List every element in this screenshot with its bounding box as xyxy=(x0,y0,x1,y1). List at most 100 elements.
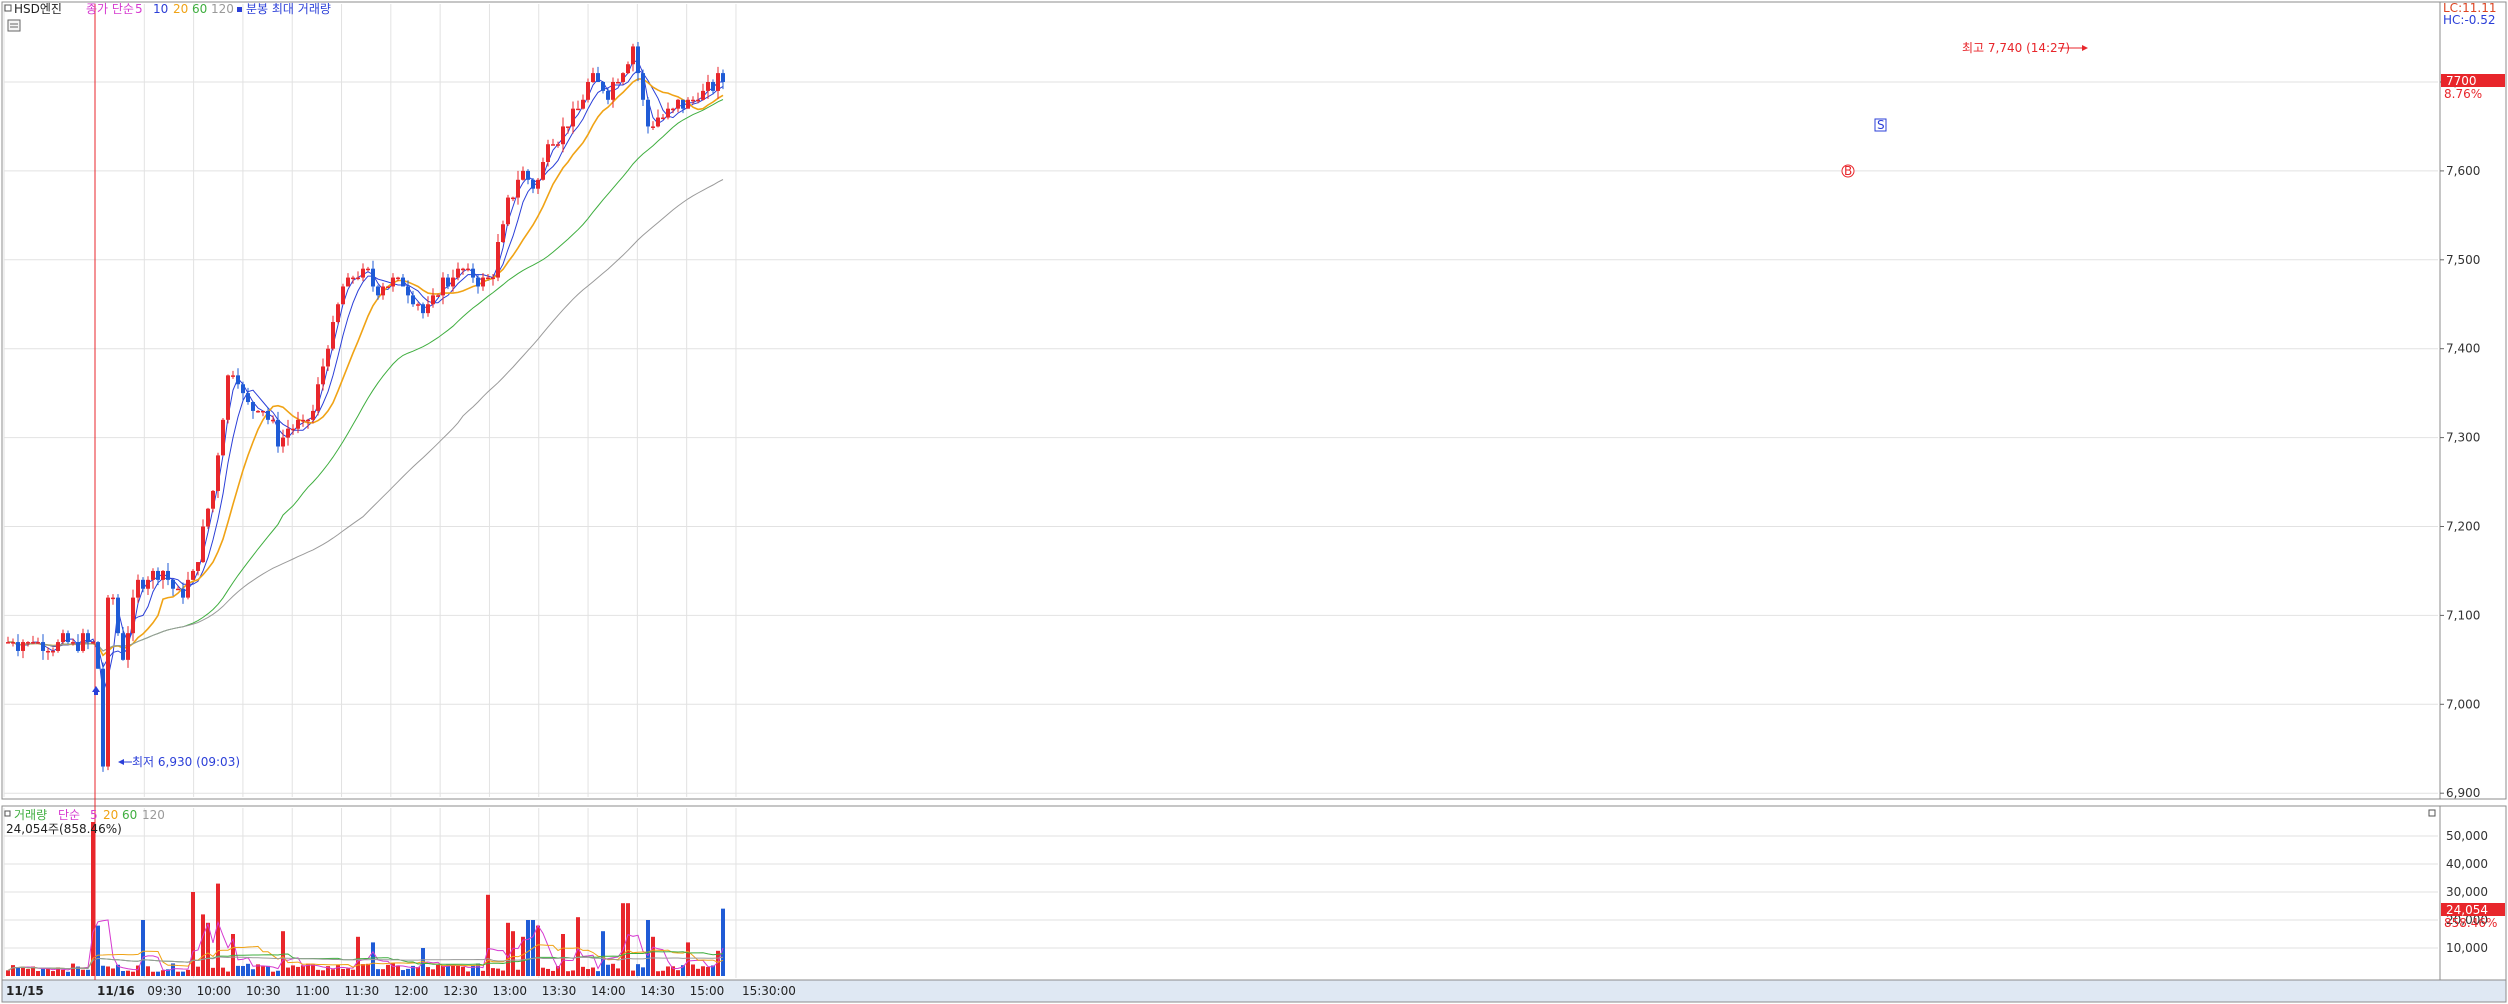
ma-period-60: 60 xyxy=(192,2,207,16)
volume-bar xyxy=(11,965,15,976)
candle-body xyxy=(161,570,165,580)
candle-body xyxy=(306,419,310,422)
volume-legend[interactable]: 거래량 단순 5 20 60 120 24,054주(858.46%) xyxy=(4,808,165,836)
candle-body xyxy=(646,99,650,127)
candle-body xyxy=(701,90,705,100)
volume-bar xyxy=(611,963,615,976)
price-tick-label: 6,900 xyxy=(2446,786,2480,800)
candle-body xyxy=(91,642,95,644)
time-tick-label: 14:30 xyxy=(640,984,675,998)
candle-body xyxy=(686,99,690,109)
volume-bar xyxy=(461,966,465,976)
volume-bar xyxy=(276,970,280,976)
volume-bar xyxy=(471,965,475,976)
time-tick-label: 10:00 xyxy=(197,984,232,998)
buy-signal-marker: B xyxy=(1841,164,1855,178)
candle-body xyxy=(486,277,490,280)
candle-body xyxy=(626,64,630,74)
vol-period-5: 5 xyxy=(90,808,98,822)
price-tick-label: 7,600 xyxy=(2446,164,2480,178)
candle-body xyxy=(131,597,135,634)
volume-panel-toggle-icon[interactable] xyxy=(2428,809,2436,817)
candle-body xyxy=(611,82,615,100)
candle-body xyxy=(481,277,485,287)
svg-text:24,054: 24,054 xyxy=(2446,903,2488,917)
candle-body xyxy=(51,650,55,653)
candle-body xyxy=(546,144,550,163)
volume-bar xyxy=(321,970,325,976)
candle-body xyxy=(651,126,655,128)
low-annotation: 최저 6,930 (09:03) xyxy=(118,755,240,769)
volume-bar xyxy=(116,964,120,976)
candle-body xyxy=(511,197,515,200)
candle-body xyxy=(691,99,695,102)
vol-period-120: 120 xyxy=(142,808,165,822)
volume-bar xyxy=(286,967,290,976)
volume-bar xyxy=(521,936,525,976)
volume-bar xyxy=(426,967,430,976)
high-annotation: 최고 7,740 (14:27) xyxy=(1962,41,2088,55)
volume-bar xyxy=(716,950,720,976)
candle-body xyxy=(591,73,595,82)
volume-bar xyxy=(36,971,40,976)
volume-bar xyxy=(226,971,230,976)
vol-period-60: 60 xyxy=(122,808,137,822)
volume-bar xyxy=(161,970,165,976)
candle-body xyxy=(526,170,530,180)
settings-icon[interactable] xyxy=(7,19,21,32)
volume-bar xyxy=(466,971,470,976)
volume-bar xyxy=(31,966,35,976)
candle-body xyxy=(211,490,215,509)
candle-body xyxy=(721,73,725,82)
svg-text:S: S xyxy=(1877,118,1885,132)
candle-body xyxy=(301,419,305,422)
candle-body xyxy=(156,570,160,580)
price-tick-label: 7,100 xyxy=(2446,608,2480,622)
volume-bar xyxy=(621,903,625,976)
current-price-tag: 7700 8.76% xyxy=(2441,74,2505,101)
volume-bar xyxy=(26,968,30,976)
corner-lc: LC:11.11 xyxy=(2443,1,2496,15)
candle-body xyxy=(471,268,475,278)
volume-bar xyxy=(486,894,490,976)
candle-body xyxy=(706,82,710,91)
candle-body xyxy=(191,570,195,580)
candle-body xyxy=(401,277,405,287)
volume-bar xyxy=(416,967,420,976)
volume-bar xyxy=(191,892,195,976)
volume-current: 24,054주(858.46%) xyxy=(6,822,122,836)
volume-bar xyxy=(51,971,55,976)
volume-bar xyxy=(16,966,20,976)
volume-bar xyxy=(666,966,670,976)
volume-bar xyxy=(216,883,220,976)
volume-bar xyxy=(601,931,605,976)
volume-tick-label: 50,000 xyxy=(2446,829,2488,843)
volume-label: 거래량 xyxy=(14,808,47,822)
volume-bar xyxy=(356,936,360,976)
volume-bar xyxy=(541,967,545,976)
volume-bar xyxy=(181,971,185,976)
volume-bar xyxy=(171,963,175,976)
price-legend[interactable]: HSD엔진 종가 단순 5 10 20 60 120 분봉 최대 거래량 xyxy=(4,2,331,16)
candle-body xyxy=(26,642,30,644)
volume-bar xyxy=(631,970,635,976)
candle-body xyxy=(41,642,45,651)
price-tick-label: 7,400 xyxy=(2446,342,2480,356)
candle-body xyxy=(621,73,625,82)
volume-bar xyxy=(131,971,135,976)
candle-body xyxy=(461,268,465,271)
candle-body xyxy=(576,108,580,111)
time-tick-label: 09:30 xyxy=(147,984,182,998)
candle-body xyxy=(46,650,50,653)
candle-body xyxy=(336,304,340,323)
volume-bar xyxy=(296,966,300,976)
candle-body xyxy=(171,579,175,589)
volume-bar xyxy=(156,971,160,976)
volume-bar xyxy=(511,931,515,976)
volume-bar xyxy=(266,965,270,976)
volume-bar xyxy=(556,966,560,976)
time-tick-label: 11/16 xyxy=(97,984,135,998)
volume-bar xyxy=(721,908,725,976)
volume-bar xyxy=(571,970,575,976)
